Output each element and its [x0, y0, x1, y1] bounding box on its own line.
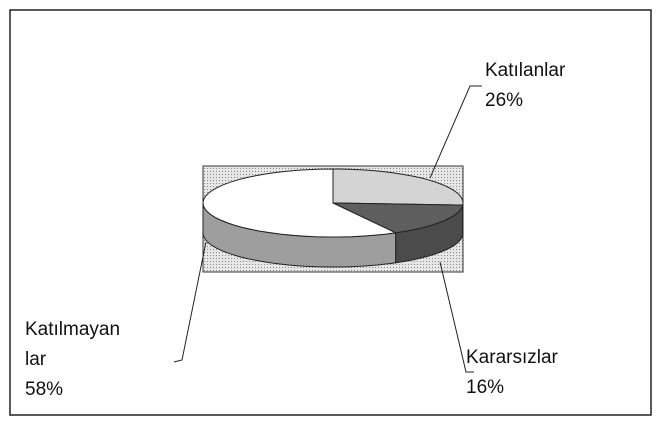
leader-line: [439, 261, 474, 373]
slice-label: Kararsızlar 16%: [466, 347, 558, 398]
slice: [332, 202, 464, 234]
slice-label: Katılmayan lar 58%: [25, 319, 121, 400]
frame: [9, 9, 652, 416]
slice: [202, 168, 398, 238]
leader-line: [173, 241, 207, 363]
pie: [202, 168, 464, 268]
slice: [332, 168, 464, 206]
leader-line: [429, 85, 482, 179]
slice-label: Katılanlar 26%: [485, 60, 566, 111]
